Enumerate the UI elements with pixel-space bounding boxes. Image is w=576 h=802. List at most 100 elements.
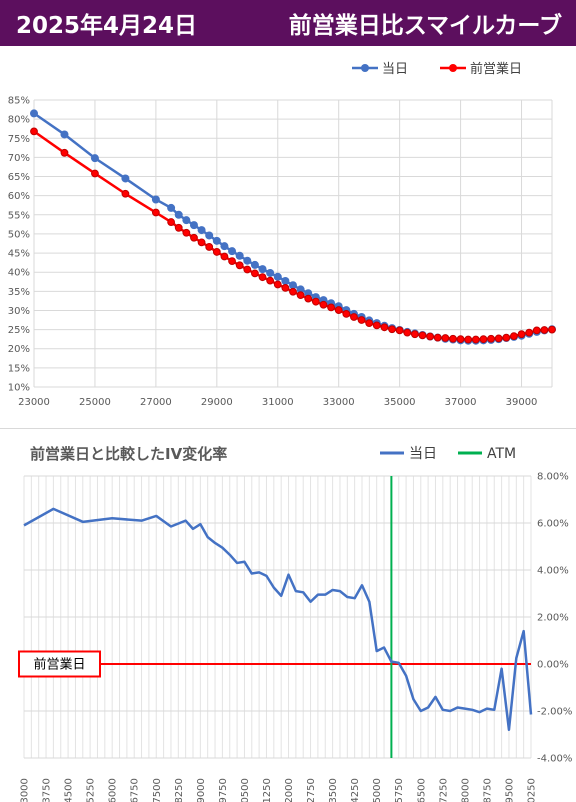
data-point-prev-day <box>182 228 191 237</box>
x-tick-label: 27500 <box>152 778 163 802</box>
x-tick-label: 32750 <box>306 778 317 802</box>
y-tick-label: 35% <box>8 287 30 298</box>
x-tick-label: 35000 <box>372 778 383 802</box>
data-point-today <box>167 203 176 212</box>
y-tick-label: 70% <box>8 153 30 164</box>
data-point-prev-day <box>380 323 389 332</box>
data-point-prev-day <box>243 265 252 274</box>
data-point-prev-day <box>167 218 176 226</box>
data-point-prev-day <box>410 330 419 339</box>
header-bar: 2025年4月24日 前営業日比スマイルカーブ <box>0 0 576 46</box>
baseline-label-box <box>18 650 101 678</box>
y-tick-label: 25% <box>8 325 30 336</box>
x-tick-label: 28250 <box>174 778 185 802</box>
legend-marker-prev-day <box>449 64 457 72</box>
data-point-prev-day <box>319 300 328 309</box>
data-point-today <box>182 216 191 225</box>
data-point-today <box>289 281 297 290</box>
chart-separator <box>0 428 576 429</box>
data-point-prev-day <box>251 269 259 278</box>
data-point-prev-day <box>540 326 549 334</box>
data-point-prev-day <box>311 297 320 306</box>
data-point-prev-day <box>502 333 511 342</box>
x-tick-label: 31000 <box>262 397 294 408</box>
x-tick-label: 40250 <box>527 778 538 802</box>
data-point-prev-day <box>212 248 221 256</box>
data-point-prev-day <box>517 330 526 339</box>
series-line-prev-day <box>33 130 553 341</box>
data-point-today <box>30 109 38 118</box>
x-tick-label: 25000 <box>79 397 111 408</box>
data-point-prev-day <box>174 223 183 232</box>
legend2-label-today: 当日 <box>409 446 437 462</box>
x-tick-label: 24500 <box>64 778 75 802</box>
data-point-prev-day <box>190 233 198 242</box>
data-point-prev-day <box>197 238 206 247</box>
x-tick-label: 36500 <box>416 778 427 802</box>
data-point-prev-day <box>91 169 99 178</box>
data-point-today <box>121 174 130 183</box>
smile-curve-chart: 10% 15% 20% 25% 30% 35% 40% 45% 50% 55% 60% 65% 70% 7… <box>8 61 556 408</box>
series-line-iv-change <box>23 507 533 732</box>
x-tick-label: 23750 <box>42 778 53 802</box>
y-tick-label: 50% <box>8 229 30 240</box>
data-point-prev-day <box>296 291 305 300</box>
x-tick-label: 29750 <box>218 778 229 802</box>
data-point-today <box>250 260 259 269</box>
data-point-prev-day <box>525 328 534 337</box>
baseline-label: 前営業日 <box>33 657 85 673</box>
header-title: 前営業日比スマイルカーブ <box>288 13 562 39</box>
x-tick-label: 29000 <box>201 397 233 408</box>
y-tick-label: 40% <box>8 268 30 279</box>
x-tick-label: 31250 <box>262 778 273 802</box>
data-point-today <box>266 268 275 277</box>
legend-label-prev-day: 前営業日 <box>470 61 522 77</box>
data-point-prev-day <box>258 273 267 282</box>
y-tick-label: 80% <box>8 115 30 126</box>
data-point-prev-day <box>266 276 275 285</box>
x-tick-label: 39000 <box>506 397 538 408</box>
data-point-prev-day <box>365 319 374 327</box>
x-tick-label: 26750 <box>130 778 141 802</box>
data-point-prev-day <box>372 321 381 330</box>
x-tick-label: 39500 <box>504 778 515 802</box>
data-point-prev-day <box>456 335 465 344</box>
data-point-prev-day <box>205 243 214 251</box>
data-point-today <box>205 231 214 240</box>
y-tick-label: 60% <box>8 191 30 202</box>
x-tick-label: 23000 <box>18 397 50 408</box>
data-point-prev-day <box>334 306 343 314</box>
data-point-today <box>189 221 198 230</box>
data-point-prev-day <box>395 326 404 335</box>
y-tick-label: 2.00% <box>537 613 569 624</box>
y-tick-label: 0.00% <box>537 660 569 671</box>
y-tick-label: 65% <box>8 172 30 183</box>
header-date: 2025年4月24日 <box>16 13 198 39</box>
data-point-prev-day <box>464 335 473 344</box>
data-point-prev-day <box>304 294 313 303</box>
data-point-prev-day <box>121 189 130 198</box>
x-tick-label: 25250 <box>86 778 97 802</box>
data-point-prev-day <box>281 283 290 292</box>
x-tick-label: 37000 <box>445 397 477 408</box>
data-point-prev-day <box>494 334 503 343</box>
x-tick-label: 29000 <box>196 778 207 802</box>
y-tick-label: 8.00% <box>537 472 569 483</box>
data-point-prev-day <box>433 333 442 342</box>
data-point-today <box>174 210 183 219</box>
x-tick-label: 32000 <box>284 778 295 802</box>
data-point-prev-day <box>441 334 450 342</box>
chart2-title: 前営業日と比較したIV変化率 <box>30 445 227 463</box>
data-point-prev-day <box>426 332 435 341</box>
iv-change-chart: 前営業日と比較したIV変化率 当日 ATM -4.00% -2.00% 0.00% 2.00… <box>18 445 572 802</box>
data-point-prev-day <box>30 127 38 136</box>
data-point-prev-day <box>532 326 541 335</box>
data-point-today <box>212 236 221 245</box>
x-tick-label: 33000 <box>323 397 355 408</box>
data-point-today <box>281 277 290 286</box>
y-tick-label: 75% <box>8 134 30 145</box>
legend2-label-atm: ATM <box>487 446 516 462</box>
x-tick-label: 26000 <box>108 778 119 802</box>
data-point-prev-day <box>327 303 335 312</box>
